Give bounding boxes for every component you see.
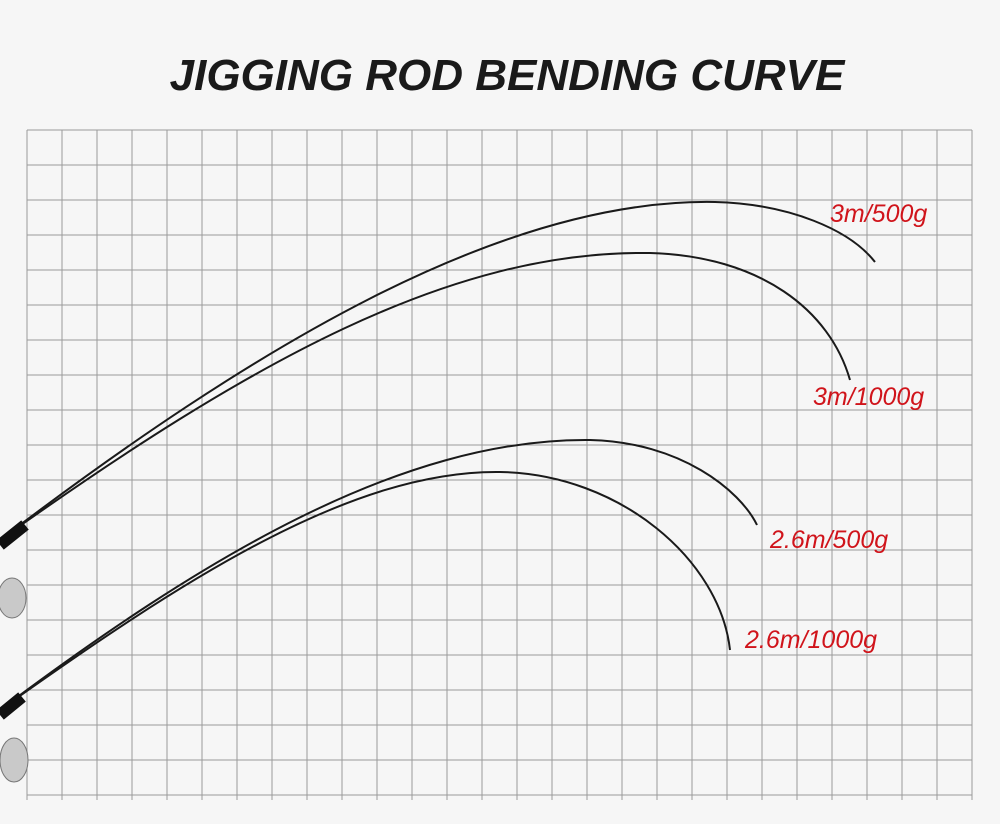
reel (0, 577, 29, 783)
rod-handle (0, 692, 26, 720)
curve-label: 2.6m/500g (769, 526, 888, 554)
curve-label: 3m/1000g (813, 383, 924, 411)
rod-curve (0, 438, 758, 711)
title: JIGGING ROD BENDING CURVE (170, 51, 846, 100)
rod-curve (0, 200, 876, 541)
rod-curve (0, 251, 851, 541)
rod-curve (0, 470, 731, 711)
rod-handle (0, 520, 29, 550)
curve-label: 2.6m/1000g (744, 626, 877, 654)
curve-label: 3m/500g (830, 200, 927, 228)
grid (26, 129, 973, 800)
